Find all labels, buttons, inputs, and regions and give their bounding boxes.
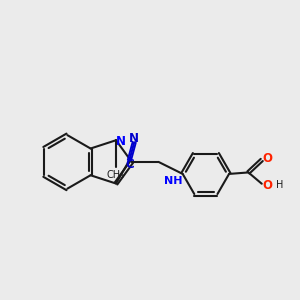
Text: N: N bbox=[129, 132, 139, 145]
Text: O: O bbox=[262, 179, 272, 192]
Text: C: C bbox=[125, 158, 134, 171]
Text: H: H bbox=[277, 180, 284, 190]
Text: O: O bbox=[262, 152, 272, 165]
Text: NH: NH bbox=[164, 176, 182, 186]
Text: CH₃: CH₃ bbox=[107, 170, 125, 180]
Text: N: N bbox=[116, 135, 126, 148]
